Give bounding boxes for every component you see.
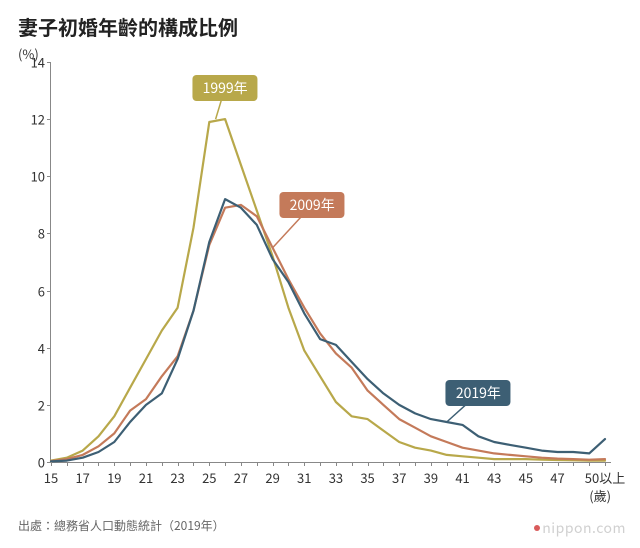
x-tick-mark bbox=[114, 462, 115, 466]
x-tick-mark bbox=[431, 462, 432, 466]
x-tick-mark bbox=[83, 462, 84, 466]
x-tick-mark bbox=[225, 462, 226, 466]
x-tick-mark bbox=[288, 462, 289, 466]
x-tick-label: 27 bbox=[234, 468, 248, 487]
x-tick-mark bbox=[352, 462, 353, 466]
series-callout: 1999年 bbox=[193, 75, 258, 101]
x-tick-label: 47 bbox=[550, 468, 564, 487]
x-tick-mark bbox=[162, 462, 163, 466]
x-tick-mark bbox=[415, 462, 416, 466]
y-tick-label: 4 bbox=[38, 338, 45, 357]
x-tick-mark bbox=[241, 462, 242, 466]
x-tick-label: 25 bbox=[202, 468, 216, 487]
x-tick-mark bbox=[368, 462, 369, 466]
x-tick-mark bbox=[383, 462, 384, 466]
x-tick-label: 45 bbox=[519, 468, 533, 487]
brand-logo: nippon.com bbox=[534, 518, 626, 538]
y-tick-label: 14 bbox=[31, 53, 45, 72]
series-line bbox=[51, 119, 605, 461]
x-tick-mark bbox=[510, 462, 511, 466]
x-tick-label: 35 bbox=[360, 468, 374, 487]
source-footer: 出處：總務省人口動態統計（2019年） bbox=[18, 517, 225, 534]
y-tick-mark bbox=[47, 348, 51, 349]
x-tick-label: 33 bbox=[329, 468, 343, 487]
x-tick-label: 17 bbox=[75, 468, 89, 487]
x-tick-mark bbox=[336, 462, 337, 466]
x-tick-mark bbox=[463, 462, 464, 466]
x-tick-label: 50以上 bbox=[585, 468, 625, 487]
line-chart-svg bbox=[51, 62, 611, 462]
x-tick-mark bbox=[178, 462, 179, 466]
y-tick-mark bbox=[47, 233, 51, 234]
brand-dot-icon bbox=[534, 525, 540, 531]
x-tick-mark bbox=[273, 462, 274, 466]
x-tick-label: 43 bbox=[487, 468, 501, 487]
x-tick-mark bbox=[605, 462, 606, 466]
x-tick-mark bbox=[494, 462, 495, 466]
x-tick-label: 41 bbox=[455, 468, 469, 487]
x-tick-label: 39 bbox=[424, 468, 438, 487]
x-tick-label: 21 bbox=[139, 468, 153, 487]
x-tick-mark bbox=[209, 462, 210, 466]
x-tick-mark bbox=[98, 462, 99, 466]
x-tick-label: 29 bbox=[265, 468, 279, 487]
chart-title: 妻子初婚年齡的構成比例 bbox=[18, 12, 238, 41]
x-tick-label: 37 bbox=[392, 468, 406, 487]
x-tick-mark bbox=[320, 462, 321, 466]
brand-text: nippon.com bbox=[542, 518, 626, 538]
series-callout: 2009年 bbox=[280, 192, 345, 218]
x-tick-mark bbox=[526, 462, 527, 466]
plot-area: (歲) 024681012141517192123252729313335373… bbox=[50, 62, 611, 463]
y-tick-label: 10 bbox=[31, 167, 45, 186]
y-tick-mark bbox=[47, 119, 51, 120]
x-tick-mark bbox=[130, 462, 131, 466]
x-tick-mark bbox=[146, 462, 147, 466]
x-tick-label: 23 bbox=[170, 468, 184, 487]
x-tick-label: 15 bbox=[44, 468, 58, 487]
x-tick-mark bbox=[257, 462, 258, 466]
y-tick-label: 2 bbox=[38, 395, 45, 414]
x-tick-mark bbox=[542, 462, 543, 466]
x-tick-mark bbox=[478, 462, 479, 466]
x-tick-mark bbox=[51, 462, 52, 466]
y-tick-label: 12 bbox=[31, 110, 45, 129]
y-tick-mark bbox=[47, 291, 51, 292]
y-tick-mark bbox=[47, 176, 51, 177]
series-line bbox=[51, 199, 605, 461]
y-tick-label: 6 bbox=[38, 281, 45, 300]
y-tick-mark bbox=[47, 405, 51, 406]
series-callout: 2019年 bbox=[446, 380, 511, 406]
y-tick-mark bbox=[47, 62, 51, 63]
series-line bbox=[51, 205, 605, 461]
x-tick-label: 19 bbox=[107, 468, 121, 487]
x-tick-mark bbox=[447, 462, 448, 466]
x-tick-mark bbox=[304, 462, 305, 466]
x-tick-mark bbox=[589, 462, 590, 466]
x-tick-mark bbox=[67, 462, 68, 466]
x-tick-mark bbox=[573, 462, 574, 466]
x-axis-unit: (歲) bbox=[589, 486, 611, 505]
x-tick-mark bbox=[193, 462, 194, 466]
y-tick-label: 8 bbox=[38, 224, 45, 243]
x-tick-mark bbox=[558, 462, 559, 466]
x-tick-mark bbox=[399, 462, 400, 466]
x-tick-label: 31 bbox=[297, 468, 311, 487]
